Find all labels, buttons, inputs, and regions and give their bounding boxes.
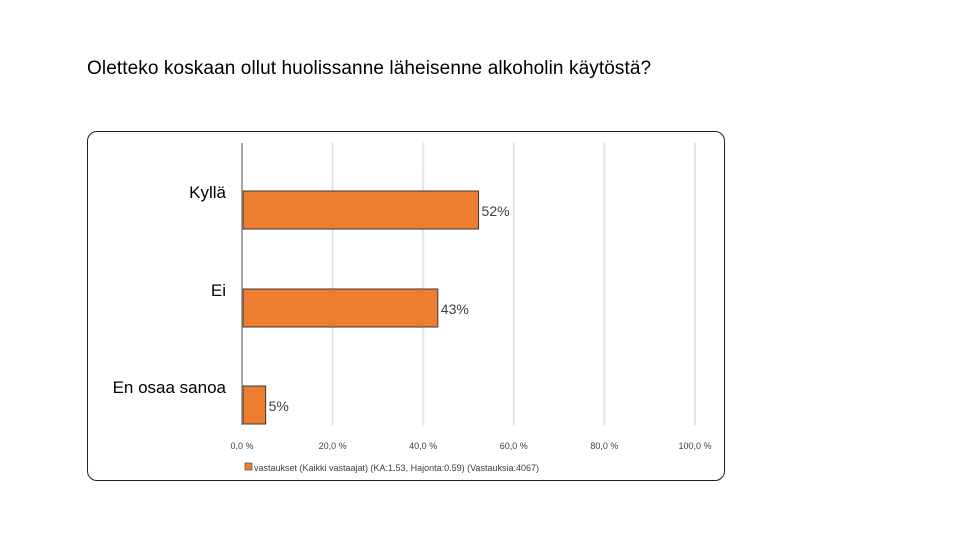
data-label: 5% xyxy=(269,398,289,414)
bar xyxy=(242,190,480,230)
category-label: En osaa sanoa xyxy=(113,378,227,397)
bar xyxy=(242,385,267,425)
x-tick-label: 80,0 % xyxy=(590,441,618,451)
bar xyxy=(242,288,439,328)
chart-title: Oletteko koskaan ollut huolissanne lähei… xyxy=(87,58,652,79)
legend-swatch xyxy=(244,462,253,471)
x-tick-label: 0,0 % xyxy=(230,441,253,451)
legend-label: vastaukset (Kaikki vastaajat) (KA:1.53, … xyxy=(254,463,539,473)
data-label: 43% xyxy=(441,301,469,317)
category-label: Ei xyxy=(211,281,226,300)
x-tick-label: 60,0 % xyxy=(500,441,528,451)
category-label: Kyllä xyxy=(189,183,226,202)
data-label: 52% xyxy=(482,203,510,219)
x-tick-label: 20,0 % xyxy=(319,441,347,451)
x-tick-label: 40,0 % xyxy=(409,441,437,451)
x-tick-label: 100,0 % xyxy=(678,441,711,451)
